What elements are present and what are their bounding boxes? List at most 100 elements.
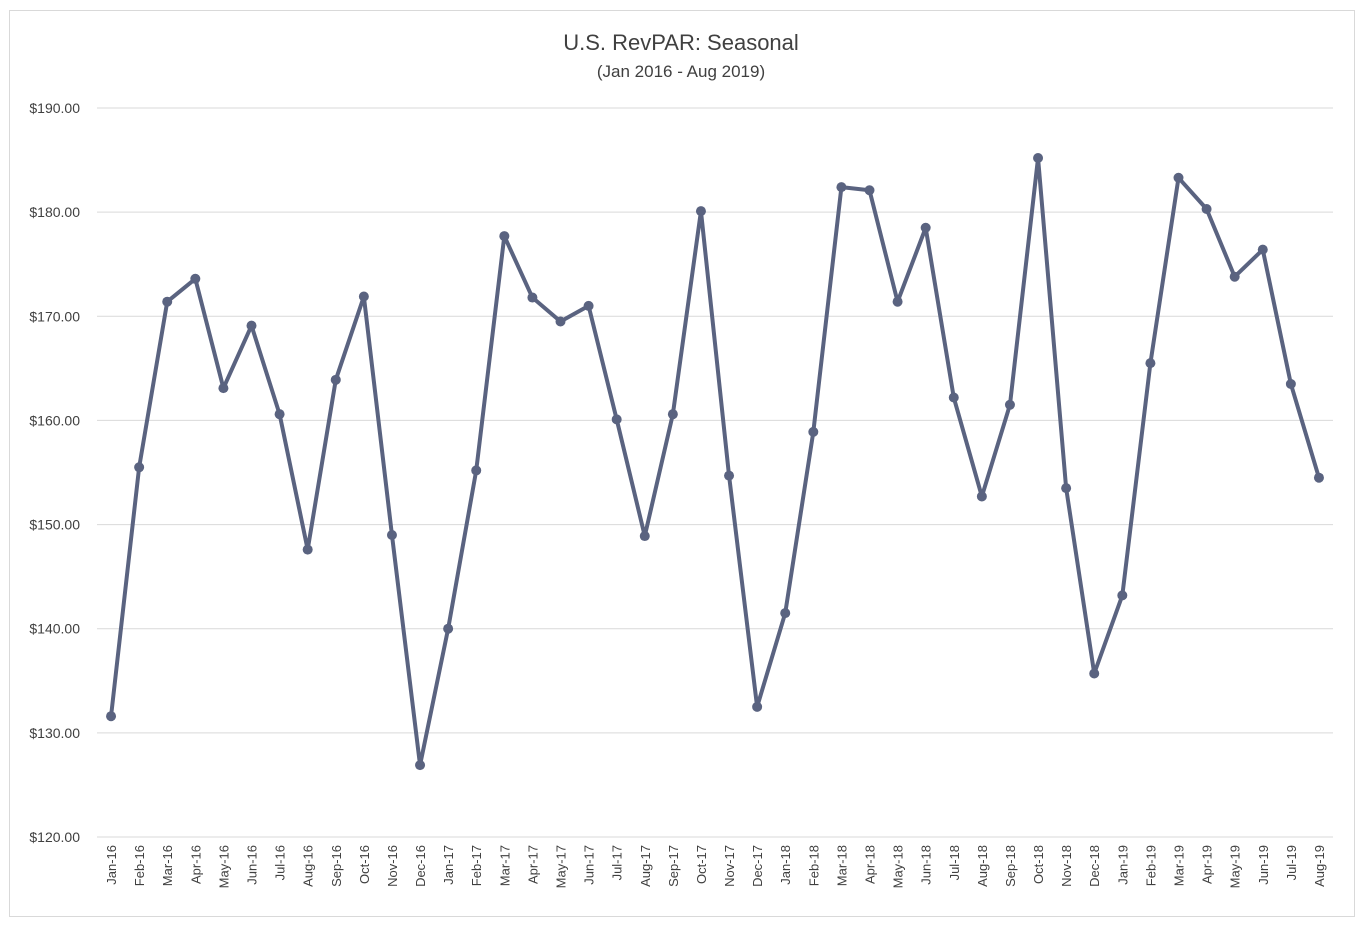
data-point xyxy=(780,608,791,619)
x-tick-label: Apr-18 xyxy=(863,845,878,884)
x-tick-label: Nov-18 xyxy=(1059,845,1074,887)
x-tick-label: Aug-16 xyxy=(301,845,316,887)
data-point xyxy=(246,320,257,331)
data-point xyxy=(302,544,313,555)
x-tick-label: Mar-17 xyxy=(497,845,512,886)
data-point xyxy=(358,291,369,302)
data-point xyxy=(752,701,763,712)
y-tick-label: $130.00 xyxy=(29,725,80,741)
y-tick-label: $140.00 xyxy=(29,621,80,637)
y-tick-label: $150.00 xyxy=(29,517,80,533)
x-tick-label: May-19 xyxy=(1228,845,1243,888)
data-point xyxy=(1004,399,1015,410)
x-tick-label: Mar-18 xyxy=(834,845,849,886)
data-point xyxy=(639,531,650,542)
x-tick-label: Sep-17 xyxy=(666,845,681,887)
data-point xyxy=(274,409,285,420)
x-tick-label: Jun-18 xyxy=(919,845,934,885)
data-point xyxy=(1145,358,1156,369)
x-tick-label: Apr-19 xyxy=(1200,845,1215,884)
data-point xyxy=(1089,668,1100,679)
data-point xyxy=(1117,590,1128,601)
x-tick-label: Feb-17 xyxy=(469,845,484,886)
x-tick-label: Jun-17 xyxy=(582,845,597,885)
data-point xyxy=(920,222,931,233)
data-point xyxy=(415,760,426,771)
data-point xyxy=(724,470,735,481)
x-tick-label: May-16 xyxy=(216,845,231,888)
x-tick-label: Jun-16 xyxy=(245,845,260,885)
data-point xyxy=(892,296,903,307)
x-tick-label: Oct-18 xyxy=(1031,845,1046,884)
data-point xyxy=(106,711,117,722)
y-tick-label: $170.00 xyxy=(29,308,80,324)
x-tick-label: Jul-19 xyxy=(1284,845,1299,880)
x-tick-label: Apr-16 xyxy=(188,845,203,884)
chart-frame xyxy=(9,10,1355,917)
data-point xyxy=(836,182,847,193)
data-point xyxy=(1257,244,1268,255)
x-tick-label: Jul-17 xyxy=(610,845,625,880)
x-tick-label: Mar-16 xyxy=(160,845,175,886)
x-tick-label: Aug-19 xyxy=(1312,845,1327,887)
y-tick-label: $120.00 xyxy=(29,829,80,845)
x-tick-label: Feb-16 xyxy=(132,845,147,886)
data-point xyxy=(527,292,538,303)
data-point xyxy=(218,383,229,394)
x-tick-label: Dec-17 xyxy=(750,845,765,887)
x-tick-label: Dec-16 xyxy=(413,845,428,887)
x-tick-label: May-17 xyxy=(554,845,569,888)
data-point xyxy=(499,231,510,242)
data-point xyxy=(190,273,201,284)
data-point xyxy=(1061,483,1072,494)
data-point xyxy=(948,392,959,403)
data-point xyxy=(1229,271,1240,282)
x-tick-label: Oct-16 xyxy=(357,845,372,884)
x-tick-label: Feb-18 xyxy=(806,845,821,886)
data-point xyxy=(330,374,341,385)
data-point xyxy=(1173,172,1184,183)
y-tick-label: $160.00 xyxy=(29,412,80,428)
x-tick-label: Nov-17 xyxy=(722,845,737,887)
y-tick-label: $190.00 xyxy=(29,100,80,116)
data-point xyxy=(134,462,145,473)
x-tick-label: Aug-18 xyxy=(975,845,990,887)
x-tick-label: Oct-17 xyxy=(694,845,709,884)
x-tick-label: Jul-16 xyxy=(273,845,288,880)
data-point xyxy=(162,296,173,307)
x-tick-label: Nov-16 xyxy=(385,845,400,887)
data-point xyxy=(386,529,397,540)
x-tick-label: Sep-18 xyxy=(1003,845,1018,887)
chart-subtitle: (Jan 2016 - Aug 2019) xyxy=(596,62,766,81)
data-point xyxy=(1313,472,1324,483)
series-line xyxy=(109,155,1321,768)
data-point xyxy=(667,409,678,420)
x-tick-label: Dec-18 xyxy=(1087,845,1102,887)
data-point xyxy=(555,316,566,327)
chart-title: U.S. RevPAR: Seasonal xyxy=(563,30,799,55)
data-point xyxy=(443,623,454,634)
x-tick-label: Feb-19 xyxy=(1143,845,1158,886)
x-tick-label: Jan-18 xyxy=(778,845,793,885)
data-point xyxy=(1285,378,1296,389)
data-point xyxy=(1033,152,1044,163)
x-tick-label: Mar-19 xyxy=(1172,845,1187,886)
data-point xyxy=(583,300,594,311)
data-point xyxy=(1201,204,1212,215)
x-tick-label: May-18 xyxy=(891,845,906,888)
y-tick-label: $180.00 xyxy=(29,204,80,220)
data-point xyxy=(611,414,622,425)
x-tick-label: Jan-17 xyxy=(441,845,456,885)
data-point xyxy=(864,185,875,196)
data-point xyxy=(695,206,706,217)
x-tick-label: Jul-18 xyxy=(947,845,962,880)
x-tick-label: Jun-19 xyxy=(1256,845,1271,885)
data-point xyxy=(808,426,819,437)
x-tick-label: Jan-19 xyxy=(1115,845,1130,885)
x-tick-label: Sep-16 xyxy=(329,845,344,887)
x-tick-label: Aug-17 xyxy=(638,845,653,887)
x-tick-label: Apr-17 xyxy=(525,845,540,884)
x-tick-label: Jan-16 xyxy=(104,845,119,885)
data-point xyxy=(471,465,482,476)
